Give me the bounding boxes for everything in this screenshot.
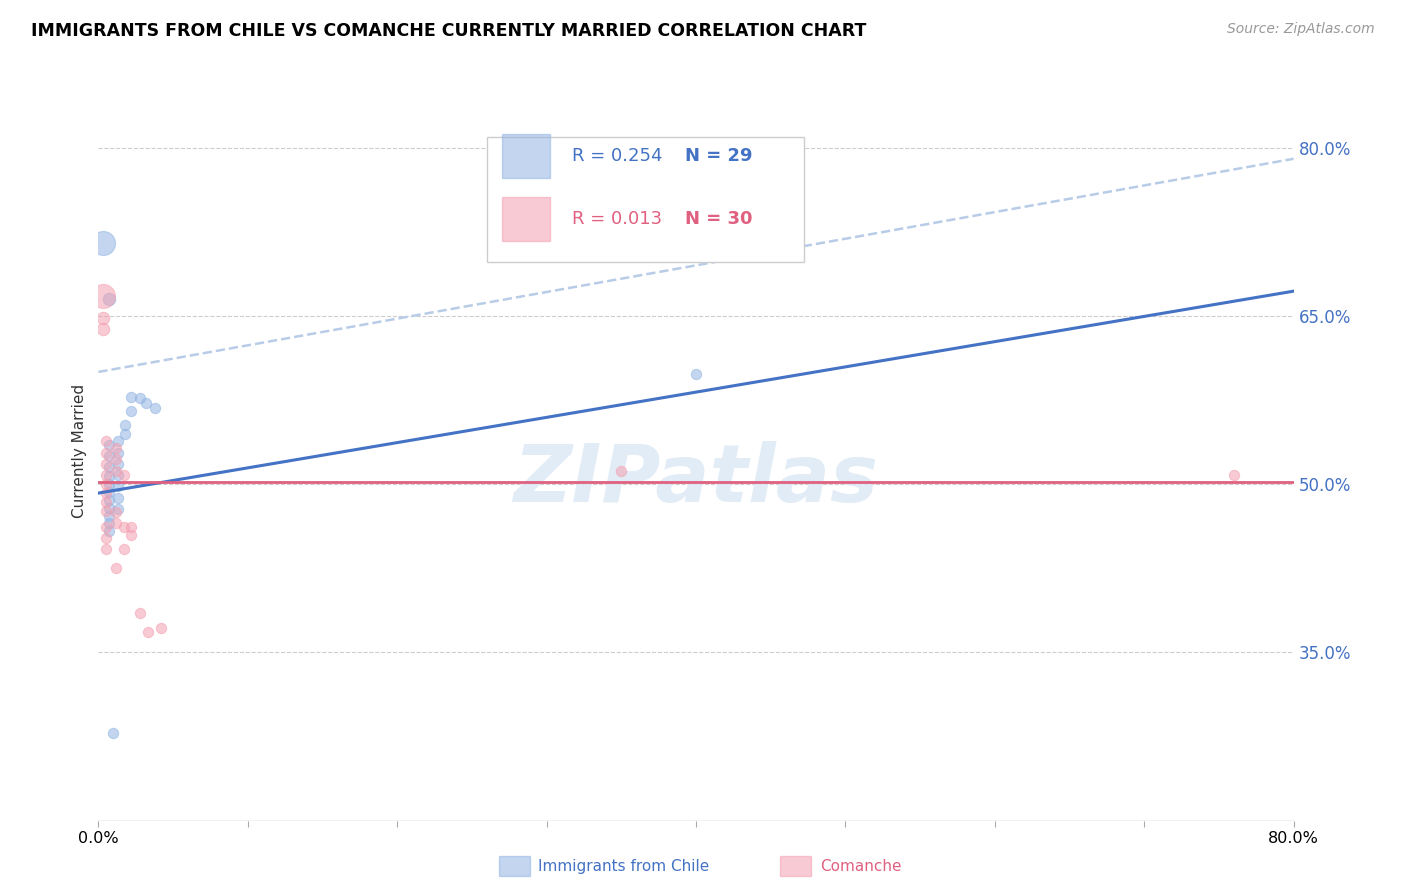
Point	[94, 434, 117, 449]
Point	[97, 469, 120, 483]
Point	[97, 516, 120, 531]
Point	[97, 524, 120, 539]
Point	[94, 468, 117, 483]
Point	[91, 288, 114, 302]
Point	[107, 468, 129, 483]
Point	[107, 479, 129, 493]
Text: ZIPatlas: ZIPatlas	[513, 441, 879, 519]
Point	[94, 504, 117, 518]
Point	[105, 561, 128, 575]
Point	[97, 460, 120, 475]
Point	[91, 322, 114, 336]
Point	[112, 542, 135, 557]
Point	[105, 441, 128, 455]
Point	[91, 311, 114, 326]
Point	[105, 516, 128, 531]
Point	[97, 508, 120, 523]
Point	[97, 485, 120, 500]
Text: N = 29: N = 29	[685, 147, 752, 165]
Point	[97, 438, 120, 452]
Point	[136, 625, 159, 640]
Point	[91, 235, 114, 250]
Point	[97, 292, 120, 306]
Text: Source: ZipAtlas.com: Source: ZipAtlas.com	[1227, 22, 1375, 37]
Point	[143, 401, 166, 415]
Point	[94, 486, 117, 500]
Point	[105, 452, 128, 467]
Point	[114, 426, 136, 441]
Point	[94, 477, 117, 491]
Point	[107, 501, 129, 516]
Point	[685, 367, 707, 381]
Point	[129, 391, 152, 405]
Point	[97, 449, 120, 463]
Point	[94, 520, 117, 534]
Point	[103, 726, 125, 740]
Point	[107, 491, 129, 505]
Point	[94, 495, 117, 509]
Point	[1223, 468, 1246, 483]
Point	[120, 390, 142, 404]
Point	[135, 396, 157, 410]
Point	[94, 531, 117, 545]
Point	[105, 505, 128, 519]
Point	[114, 417, 136, 432]
Text: N = 30: N = 30	[685, 210, 752, 227]
Point	[105, 464, 128, 478]
Text: IMMIGRANTS FROM CHILE VS COMANCHE CURRENTLY MARRIED CORRELATION CHART: IMMIGRANTS FROM CHILE VS COMANCHE CURREN…	[31, 22, 866, 40]
Point	[94, 457, 117, 471]
Point	[610, 464, 633, 478]
Text: Immigrants from Chile: Immigrants from Chile	[538, 859, 710, 873]
Point	[97, 500, 120, 515]
Point	[129, 606, 152, 620]
Point	[107, 434, 129, 449]
Point	[94, 542, 117, 557]
Text: Comanche: Comanche	[820, 859, 901, 873]
Text: R = 0.254: R = 0.254	[572, 147, 662, 165]
Point	[107, 457, 129, 471]
FancyBboxPatch shape	[502, 134, 550, 178]
Point	[150, 621, 173, 635]
Point	[107, 446, 129, 460]
Y-axis label: Currently Married: Currently Married	[72, 384, 87, 517]
Point	[112, 468, 135, 483]
Point	[120, 527, 142, 541]
Point	[120, 404, 142, 418]
Text: R = 0.013: R = 0.013	[572, 210, 662, 227]
Point	[120, 520, 142, 534]
FancyBboxPatch shape	[502, 196, 550, 241]
Point	[97, 477, 120, 491]
FancyBboxPatch shape	[486, 137, 804, 261]
Point	[97, 492, 120, 507]
Point	[94, 446, 117, 460]
Point	[112, 520, 135, 534]
